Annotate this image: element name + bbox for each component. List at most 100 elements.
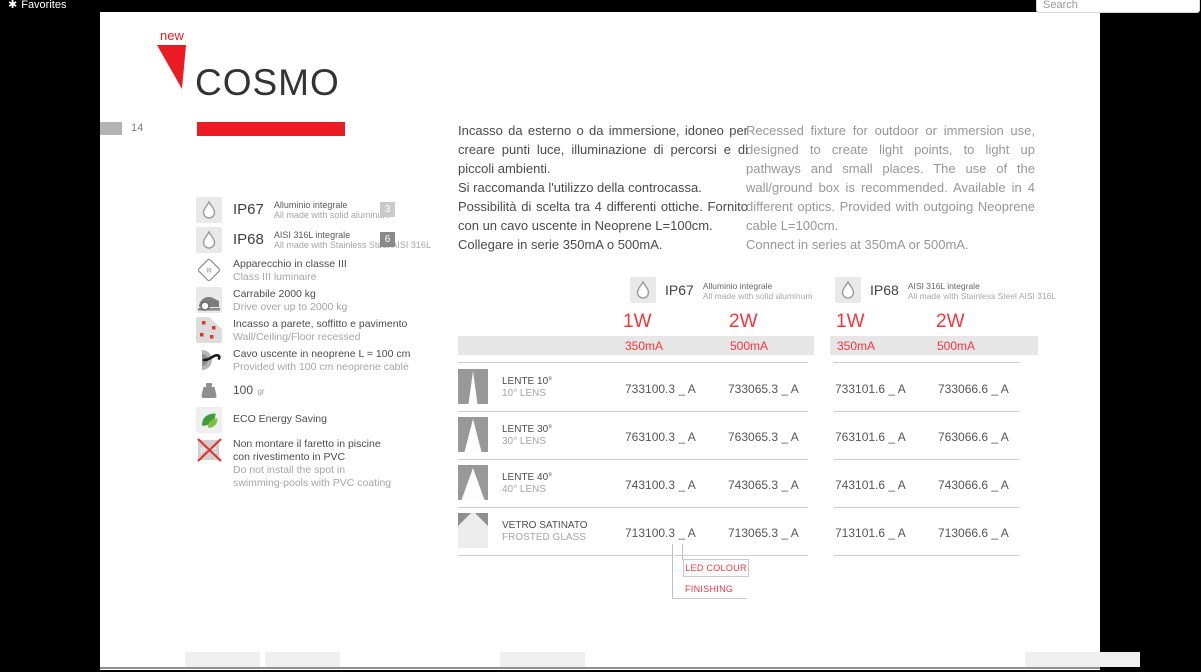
led-colour-legend: LED COLOUR bbox=[683, 559, 749, 577]
frosted-glass-icon bbox=[458, 513, 1058, 553]
row-divider bbox=[833, 411, 1020, 412]
count-badge: 3 bbox=[380, 202, 395, 217]
row-divider bbox=[458, 411, 808, 412]
water-drop-icon bbox=[630, 277, 656, 303]
new-flag-triangle-icon bbox=[157, 45, 187, 96]
product-code: 713100.3 _ A bbox=[625, 526, 696, 540]
search-input[interactable] bbox=[1036, 0, 1200, 13]
optic-name-it: LENTE 30° bbox=[502, 424, 553, 435]
table-group-header-ip67: IP67 Alluminio integrale All made with s… bbox=[630, 277, 812, 303]
ip-rating: IP67 bbox=[665, 282, 694, 298]
power-label: 1W bbox=[623, 311, 652, 332]
feature-line-it: Carrabile 2000 kg bbox=[233, 288, 316, 300]
favorites-button[interactable]: ✱ Favorites bbox=[8, 0, 66, 11]
feature-weight: 100 gr bbox=[196, 377, 496, 403]
water-drop-icon bbox=[196, 197, 222, 223]
next-page-thumbnail bbox=[500, 652, 585, 667]
feature-no-pvc: PVC Non montare il faretto in piscine co… bbox=[196, 437, 496, 490]
feature-line-en: All made with solid aluminum bbox=[273, 210, 390, 220]
catalog-page: new COSMO 14 IP67 Alluminio integrale Al… bbox=[100, 12, 1140, 670]
feature-drive-over: Carrabile 2000 kg Drive over up to 2000 … bbox=[196, 287, 496, 314]
page-bottom-edge bbox=[100, 667, 1100, 669]
weight-value: 100 bbox=[233, 383, 254, 397]
next-page-thumbnail bbox=[185, 652, 260, 667]
material-it: Alluminio integrale bbox=[702, 281, 773, 291]
product-code: 743100.3 _ A bbox=[625, 478, 696, 492]
product-code: 763066.6 _ A bbox=[938, 430, 1009, 444]
table-row-frosted-glass: VETRO SATINATO FROSTED GLASS 713100.3 _ … bbox=[458, 513, 1058, 557]
weight-unit: gr bbox=[257, 387, 265, 396]
water-drop-icon bbox=[835, 277, 861, 303]
optic-name-it: LENTE 10° bbox=[502, 376, 553, 387]
product-code: 733101.6 _ A bbox=[835, 382, 906, 396]
row-divider bbox=[833, 459, 1020, 460]
table-row-lens-30: LENTE 30° 30° LENS 763100.3 _ A 763065.3… bbox=[458, 417, 1058, 461]
product-code: 763100.3 _ A bbox=[625, 430, 696, 444]
count-badge: 6 bbox=[380, 232, 395, 247]
page-edge-tab bbox=[100, 122, 122, 135]
product-code: 743066.6 _ A bbox=[938, 478, 1009, 492]
current-label: 350mA bbox=[837, 339, 876, 353]
callout-line bbox=[672, 598, 747, 599]
current-label: 500mA bbox=[730, 339, 769, 353]
feature-line-en: Do not install the spot in swimming-pool… bbox=[233, 464, 392, 489]
row-divider bbox=[458, 362, 808, 363]
cable-icon bbox=[196, 347, 222, 373]
feature-line-en: Wall/Ceiling/Floor recessed bbox=[233, 331, 361, 343]
star-icon: ✱ bbox=[8, 0, 18, 11]
description-italian: Incasso da esterno o da immersione, idon… bbox=[458, 123, 748, 252]
current-band bbox=[830, 336, 1038, 355]
current-label: 500mA bbox=[937, 339, 976, 353]
product-code: 743065.3 _ A bbox=[728, 478, 799, 492]
ip-rating: IP67 bbox=[233, 201, 264, 218]
table-group-header-ip68: IP68 AISI 316L integrale All made with S… bbox=[835, 277, 1056, 303]
feature-cable: Cavo uscente in neoprene L = 100 cm Prov… bbox=[196, 347, 496, 374]
row-divider bbox=[833, 362, 1020, 363]
page-number: 14 bbox=[131, 122, 144, 134]
power-label: 1W bbox=[836, 311, 865, 332]
ip-rating: IP68 bbox=[870, 282, 899, 298]
product-code: 743101.6 _ A bbox=[835, 478, 906, 492]
optic-name-en: 40° LENS bbox=[502, 484, 547, 495]
drive-over-icon bbox=[196, 287, 222, 313]
feature-class-iii: III Apparecchio in classe III Class III … bbox=[196, 257, 496, 284]
lens-30-icon bbox=[458, 417, 1058, 457]
row-divider bbox=[458, 555, 808, 556]
feature-recessed: Incasso a parete, soffitto e pavimento W… bbox=[196, 317, 496, 344]
product-code: 763101.6 _ A bbox=[835, 430, 906, 444]
feature-ip67: IP67 Alluminio integrale All made with s… bbox=[196, 197, 496, 223]
optic-name-it: LENTE 40° bbox=[502, 472, 553, 483]
product-code: 733100.3 _ A bbox=[625, 382, 696, 396]
product-code: 713066.6 _ A bbox=[938, 526, 1009, 540]
recessed-mounting-icon bbox=[196, 317, 222, 343]
description-english: Recessed fixture for outdoor or immersio… bbox=[746, 123, 1035, 252]
lens-10-icon bbox=[458, 369, 1058, 409]
toolbar: ✱ Favorites bbox=[0, 0, 1201, 13]
next-page-thumbnail bbox=[265, 652, 340, 667]
product-code: 733066.6 _ A bbox=[938, 382, 1009, 396]
optic-name-en: 30° LENS bbox=[502, 436, 547, 447]
feature-line-it: Alluminio integrale bbox=[273, 200, 348, 210]
weight-icon bbox=[196, 377, 222, 403]
next-page-thumbnail bbox=[1025, 652, 1140, 667]
product-code: 763065.3 _ A bbox=[728, 430, 799, 444]
svg-text:III: III bbox=[206, 268, 212, 275]
feature-line-en: Drive over up to 2000 kg bbox=[233, 301, 348, 313]
optic-name-it: VETRO SATINATO bbox=[502, 520, 588, 531]
power-label: 2W bbox=[729, 311, 758, 332]
finishing-legend: FINISHING bbox=[685, 584, 734, 594]
feature-line-en: All made with Stainless Steel AISI 316L bbox=[273, 240, 431, 250]
row-divider bbox=[833, 507, 1020, 508]
lens-40-icon bbox=[458, 465, 1058, 505]
material-en: All made with Stainless Steel AISI 316L bbox=[907, 291, 1057, 301]
ip-rating: IP68 bbox=[233, 231, 264, 248]
product-code: 713065.3 _ A bbox=[728, 526, 799, 540]
feature-ip68: IP68 AISI 316L integrale All made with S… bbox=[196, 227, 496, 253]
feature-line: ECO Energy Saving bbox=[233, 413, 327, 425]
eco-leaf-icon bbox=[196, 407, 222, 433]
feature-line-it: Apparecchio in classe III bbox=[233, 258, 347, 270]
new-label: new bbox=[160, 28, 184, 43]
feature-line-it: Non montare il faretto in piscine con ri… bbox=[233, 438, 381, 463]
material-en: All made with solid aluminum bbox=[702, 291, 813, 301]
